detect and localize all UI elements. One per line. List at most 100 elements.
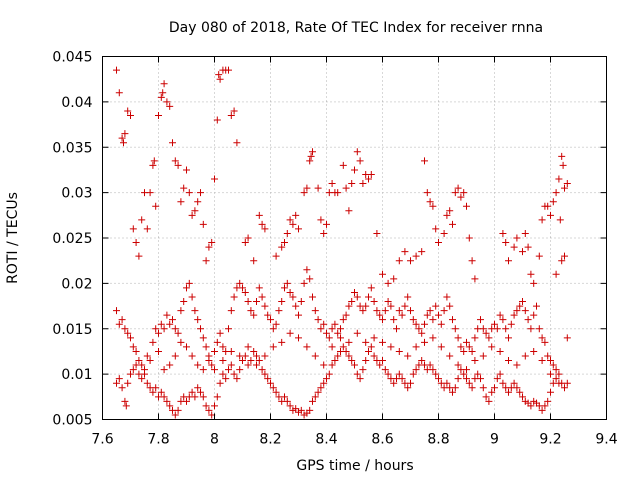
data-point: [449, 316, 456, 324]
data-point: [120, 139, 127, 147]
data-point: [549, 361, 557, 369]
data-point: [423, 189, 431, 197]
data-point: [412, 366, 420, 374]
data-point: [345, 338, 353, 346]
data-point: [485, 334, 493, 342]
data-point: [334, 352, 342, 360]
data-point: [199, 366, 207, 374]
data-point: [157, 93, 165, 101]
data-point: [124, 379, 132, 387]
data-point: [121, 397, 129, 405]
data-point: [174, 161, 182, 169]
y-tick-label: 0.015: [52, 322, 92, 338]
data-point: [205, 243, 213, 251]
data-point: [169, 316, 176, 324]
data-point: [544, 202, 552, 210]
data-point: [272, 252, 280, 260]
data-point: [404, 384, 412, 392]
data-point: [320, 320, 328, 328]
data-point: [155, 329, 162, 337]
data-point: [138, 375, 146, 383]
data-point: [342, 311, 350, 319]
data-point: [415, 325, 423, 333]
data-point: [255, 357, 263, 365]
data-point: [227, 111, 235, 119]
data-point: [163, 311, 171, 319]
data-point: [241, 239, 249, 247]
data-point: [331, 320, 339, 328]
data-point: [202, 257, 210, 265]
data-point: [432, 225, 440, 233]
data-point: [538, 357, 546, 365]
data-point: [429, 202, 437, 210]
data-point: [337, 334, 344, 342]
data-point: [468, 384, 476, 392]
data-point: [521, 229, 529, 237]
data-point: [345, 352, 353, 360]
data-point: [166, 361, 174, 369]
data-point: [152, 384, 160, 392]
data-point: [451, 189, 459, 197]
data-point: [505, 357, 512, 365]
data-point: [188, 211, 196, 219]
data-point: [314, 388, 322, 396]
data-point: [197, 388, 204, 396]
data-point: [264, 375, 272, 383]
data-point: [499, 229, 507, 237]
data-point: [435, 375, 442, 383]
data-point: [468, 347, 476, 355]
data-point: [127, 370, 134, 378]
data-point: [381, 366, 389, 374]
data-point: [502, 239, 510, 247]
data-point: [465, 379, 473, 387]
data-point: [384, 298, 392, 306]
data-point: [113, 307, 120, 315]
data-point: [194, 361, 202, 369]
data-point: [185, 189, 193, 197]
data-point: [325, 334, 333, 342]
data-point: [547, 357, 554, 365]
data-point: [460, 347, 468, 355]
data-point: [314, 184, 322, 192]
data-point: [194, 316, 202, 324]
data-point: [561, 184, 568, 192]
data-point: [311, 352, 319, 360]
data-point: [177, 198, 185, 206]
data-point: [465, 343, 473, 351]
data-point: [544, 397, 552, 405]
data-point: [149, 388, 157, 396]
data-point: [563, 180, 571, 188]
data-point: [552, 375, 560, 383]
data-point: [348, 298, 356, 306]
data-point: [398, 311, 406, 319]
data-point: [233, 375, 241, 383]
data-point: [538, 406, 546, 414]
data-point: [519, 248, 526, 256]
data-point: [281, 284, 288, 292]
data-point: [345, 302, 353, 310]
data-point: [404, 293, 412, 301]
data-point: [160, 80, 168, 88]
data-point: [474, 370, 482, 378]
data-point: [404, 352, 412, 360]
data-point: [283, 229, 291, 237]
data-point: [549, 198, 557, 206]
data-point: [561, 384, 568, 392]
data-point: [435, 239, 442, 247]
data-point: [471, 357, 479, 365]
data-point: [395, 307, 403, 315]
data-point: [479, 384, 487, 392]
data-point: [521, 307, 529, 315]
data-point: [219, 357, 227, 365]
data-point: [379, 338, 386, 346]
data-point: [211, 347, 218, 355]
data-point: [166, 102, 174, 110]
data-point: [247, 307, 255, 315]
data-point: [418, 248, 426, 256]
data-point: [429, 316, 437, 324]
data-point: [555, 175, 563, 183]
data-point: [115, 89, 123, 97]
data-point: [118, 134, 126, 142]
data-point: [547, 370, 554, 378]
